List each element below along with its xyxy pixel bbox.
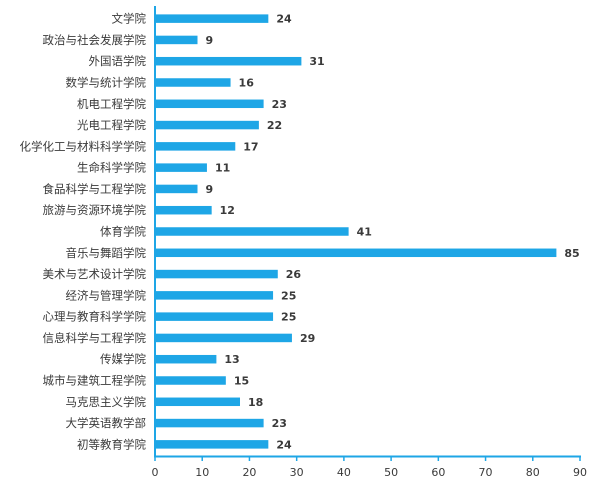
category-label: 音乐与舞蹈学院 [66, 246, 147, 260]
bar [155, 440, 269, 449]
category-label: 体育学院 [100, 225, 146, 239]
bar [155, 99, 264, 109]
bars-layer [155, 14, 557, 449]
data-label: 11 [215, 162, 230, 175]
category-labels: 文学院政治与社会发展学院外国语学院数学与统计学院机电工程学院光电工程学院化学化工… [20, 12, 147, 452]
bar [155, 291, 274, 300]
data-label: 9 [206, 183, 214, 196]
data-label: 18 [248, 396, 263, 409]
data-label: 25 [281, 311, 296, 324]
data-label: 15 [234, 375, 249, 388]
x-tick-label: 50 [384, 466, 398, 479]
bar [155, 354, 217, 364]
category-label: 机电工程学院 [77, 97, 146, 111]
bar [155, 312, 274, 321]
bar [155, 163, 207, 172]
data-label: 85 [564, 247, 579, 260]
bar [155, 269, 278, 279]
x-tick-label: 20 [242, 466, 256, 479]
data-label: 9 [206, 34, 214, 47]
category-label: 生命科学学院 [77, 161, 146, 175]
bar [155, 418, 264, 428]
data-label: 26 [286, 268, 302, 281]
category-label: 传媒学院 [100, 352, 146, 366]
bar [155, 35, 198, 45]
category-label: 食品科学与工程学院 [43, 182, 147, 196]
data-label: 22 [267, 119, 282, 132]
x-tick-label: 70 [479, 466, 493, 479]
data-label: 17 [243, 140, 258, 153]
category-label: 信息科学与工程学院 [43, 331, 147, 345]
data-label: 31 [309, 55, 324, 68]
category-label: 政治与社会发展学院 [43, 33, 147, 47]
category-label: 马克思主义学院 [66, 395, 147, 409]
category-label: 初等教育学院 [77, 437, 146, 451]
bar [155, 248, 557, 258]
bar [155, 397, 240, 407]
category-label: 心理与教育科学学院 [43, 310, 147, 324]
x-tick-label: 10 [195, 466, 209, 479]
category-label: 美术与艺术设计学院 [43, 267, 147, 281]
bar [155, 205, 212, 215]
data-label: 41 [357, 226, 372, 239]
bar [155, 376, 226, 385]
bar [155, 120, 259, 130]
x-tick-label: 60 [431, 466, 445, 479]
category-label: 经济与管理学院 [66, 288, 147, 302]
x-tick-label: 40 [337, 466, 351, 479]
category-label: 光电工程学院 [77, 118, 146, 132]
data-label: 24 [276, 438, 292, 451]
category-label: 文学院 [112, 12, 147, 26]
x-tick-label: 90 [573, 466, 587, 479]
category-label: 外国语学院 [89, 54, 147, 68]
data-label: 24 [276, 13, 292, 26]
bar [155, 333, 292, 343]
category-label: 城市与建筑工程学院 [43, 374, 147, 388]
x-axis-ticks: 0 10 20 30 40 50 60 70 80 90 [152, 456, 587, 479]
data-label: 23 [272, 98, 287, 111]
x-tick-label: 80 [526, 466, 540, 479]
data-label: 25 [281, 289, 296, 302]
data-label: 13 [224, 353, 239, 366]
data-label: 12 [220, 204, 235, 217]
bar [155, 142, 236, 151]
category-label: 化学化工与材料科学学院 [20, 139, 147, 153]
category-label: 旅游与资源环境学院 [43, 203, 147, 217]
bar [155, 14, 269, 23]
bar [155, 56, 302, 66]
bar [155, 78, 231, 87]
bar [155, 184, 198, 194]
x-tick-label: 0 [152, 466, 159, 479]
data-label: 23 [272, 417, 287, 430]
category-label: 大学英语教学部 [66, 416, 147, 430]
x-tick-label: 30 [290, 466, 304, 479]
data-label: 29 [300, 332, 315, 345]
bar [155, 227, 349, 236]
category-label: 数学与统计学院 [66, 76, 147, 90]
data-label: 16 [239, 77, 255, 90]
